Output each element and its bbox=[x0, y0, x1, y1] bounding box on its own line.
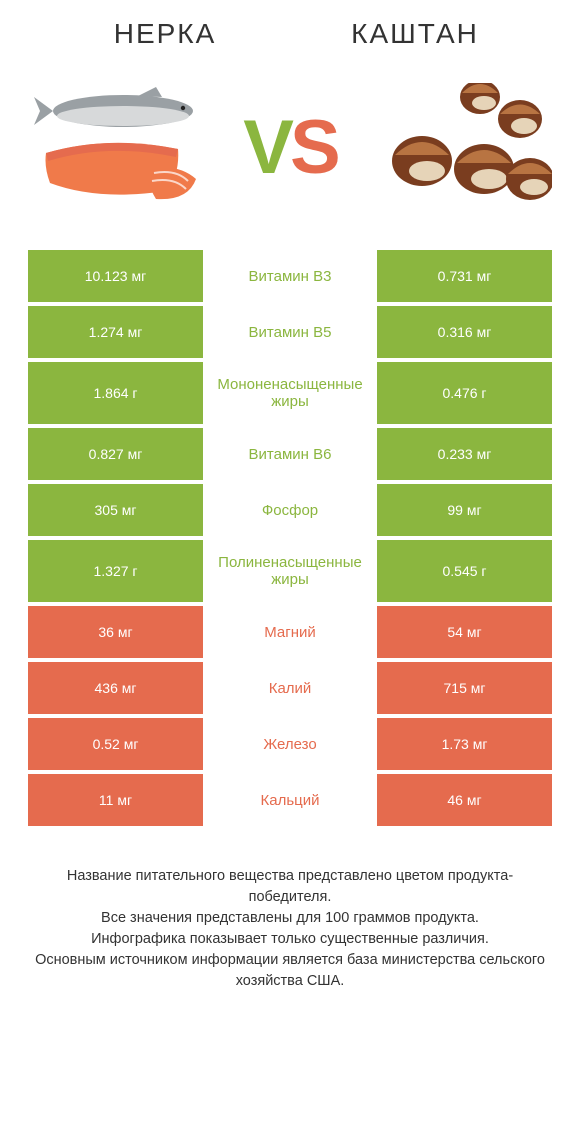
table-row: 1.864 гМононенасыщенные жиры0.476 г bbox=[28, 362, 552, 424]
nutrient-label: Калий bbox=[203, 662, 377, 714]
value-left: 0.52 мг bbox=[28, 718, 203, 770]
value-right: 0.731 мг bbox=[377, 250, 552, 302]
hero: VS bbox=[0, 50, 580, 250]
title-left: НЕРКА bbox=[40, 18, 290, 50]
nutrient-label: Железо bbox=[203, 718, 377, 770]
value-right: 1.73 мг bbox=[377, 718, 552, 770]
value-left: 1.864 г bbox=[28, 362, 203, 424]
nutrient-label: Магний bbox=[203, 606, 377, 658]
table-row: 305 мгФосфор99 мг bbox=[28, 484, 552, 536]
vs-s: S bbox=[290, 105, 337, 190]
value-left: 1.274 мг bbox=[28, 306, 203, 358]
nutrient-label: Фосфор bbox=[203, 484, 377, 536]
value-left: 0.827 мг bbox=[28, 428, 203, 480]
chestnut-image bbox=[372, 83, 552, 213]
value-right: 99 мг bbox=[377, 484, 552, 536]
title-right: КАШТАН bbox=[290, 18, 540, 50]
value-left: 36 мг bbox=[28, 606, 203, 658]
table-row: 0.827 мгВитамин B60.233 мг bbox=[28, 428, 552, 480]
value-right: 0.476 г bbox=[377, 362, 552, 424]
value-right: 715 мг bbox=[377, 662, 552, 714]
value-left: 10.123 мг bbox=[28, 250, 203, 302]
nutrient-label: Кальций bbox=[203, 774, 377, 826]
value-left: 305 мг bbox=[28, 484, 203, 536]
vs-label: VS bbox=[243, 110, 336, 186]
vs-v: V bbox=[243, 105, 290, 190]
value-right: 46 мг bbox=[377, 774, 552, 826]
table-row: 11 мгКальций46 мг bbox=[28, 774, 552, 826]
salmon-image bbox=[28, 83, 208, 213]
value-right: 0.316 мг bbox=[377, 306, 552, 358]
value-left: 11 мг bbox=[28, 774, 203, 826]
value-left: 436 мг bbox=[28, 662, 203, 714]
infographic: НЕРКА КАШТАН VS bbox=[0, 0, 580, 1012]
table-row: 1.327 гПолиненасыщенные жиры0.545 г bbox=[28, 540, 552, 602]
comparison-table: 10.123 мгВитамин B30.731 мг1.274 мгВитам… bbox=[0, 250, 580, 826]
footnote: Название питательного вещества представл… bbox=[0, 830, 580, 1012]
value-left: 1.327 г bbox=[28, 540, 203, 602]
nutrient-label: Витамин B5 bbox=[203, 306, 377, 358]
table-row: 36 мгМагний54 мг bbox=[28, 606, 552, 658]
value-right: 0.233 мг bbox=[377, 428, 552, 480]
value-right: 0.545 г bbox=[377, 540, 552, 602]
nutrient-label: Витамин B6 bbox=[203, 428, 377, 480]
value-right: 54 мг bbox=[377, 606, 552, 658]
nutrient-label: Мононенасыщенные жиры bbox=[203, 362, 377, 424]
header: НЕРКА КАШТАН bbox=[0, 0, 580, 50]
table-row: 436 мгКалий715 мг bbox=[28, 662, 552, 714]
table-row: 1.274 мгВитамин B50.316 мг bbox=[28, 306, 552, 358]
nutrient-label: Полиненасыщенные жиры bbox=[203, 540, 377, 602]
nutrient-label: Витамин B3 bbox=[203, 250, 377, 302]
table-row: 0.52 мгЖелезо1.73 мг bbox=[28, 718, 552, 770]
table-row: 10.123 мгВитамин B30.731 мг bbox=[28, 250, 552, 302]
